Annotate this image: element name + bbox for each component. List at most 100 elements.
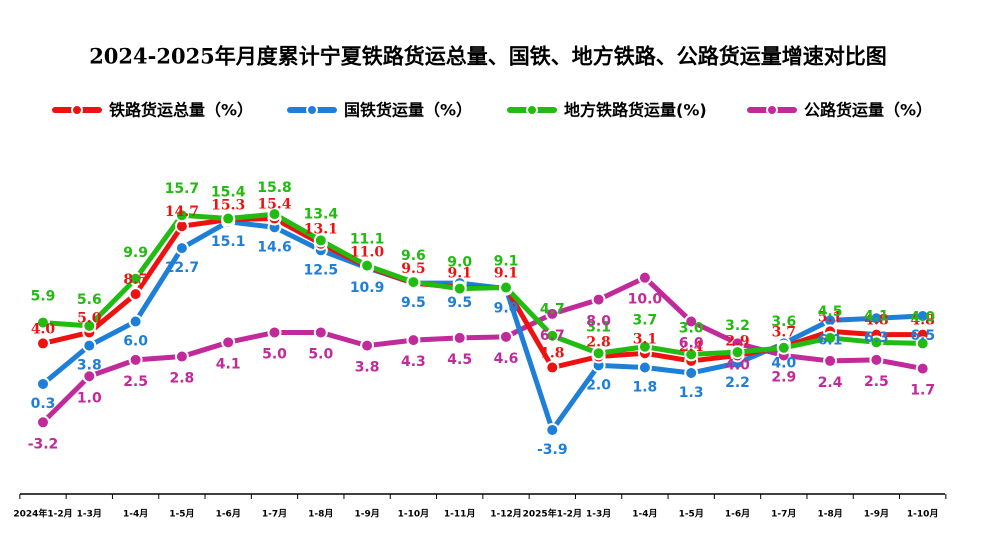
data-label: 2.4 <box>679 339 704 355</box>
x-tick-label: 2024年1-2月 <box>13 508 72 520</box>
point <box>869 335 884 350</box>
data-label: 12.7 <box>165 260 200 276</box>
x-tick-label: 1-12月 <box>490 509 522 520</box>
data-label: 1.0 <box>77 390 102 406</box>
data-label: 12.5 <box>304 262 339 278</box>
data-label: 4.0 <box>771 355 796 371</box>
data-label: 15.3 <box>211 198 245 214</box>
point <box>36 376 50 391</box>
data-label: 14.7 <box>165 204 199 220</box>
data-label: 4.6 <box>494 351 519 367</box>
point <box>545 422 560 437</box>
data-label: 6.7 <box>540 328 565 344</box>
point <box>128 352 143 367</box>
data-label: 3.2 <box>725 318 750 334</box>
data-label: 15.7 <box>165 181 200 197</box>
x-tick-label: 2025年1-2月 <box>523 508 582 520</box>
point <box>869 352 884 367</box>
data-label: 8.5 <box>123 272 147 288</box>
data-label: 4.1 <box>216 356 241 372</box>
data-label: 2.0 <box>586 377 611 393</box>
x-tick-label: 1-6月 <box>725 509 750 520</box>
point <box>684 314 699 329</box>
data-label: 3.8 <box>355 360 380 376</box>
data-label: 2.8 <box>169 371 194 387</box>
data-label: 1.3 <box>679 385 704 401</box>
data-label: 5.6 <box>77 292 102 308</box>
point <box>406 275 421 290</box>
x-tick-label: 1-10月 <box>398 509 430 520</box>
point <box>174 349 189 364</box>
point <box>360 338 375 353</box>
data-label: 0.3 <box>31 396 56 412</box>
point <box>313 233 328 248</box>
point <box>36 415 50 430</box>
data-label: 3.7 <box>772 325 796 341</box>
point <box>360 258 375 273</box>
point <box>637 339 652 354</box>
point <box>545 306 560 321</box>
data-label: 1.8 <box>540 346 564 362</box>
data-label: 5.0 <box>77 310 102 326</box>
data-label: 2.9 <box>725 333 749 349</box>
point <box>267 207 282 222</box>
data-label: 9.1 <box>448 266 472 282</box>
data-label: 6.5 <box>910 328 935 344</box>
x-tick-label: 1-3月 <box>77 509 102 520</box>
point <box>406 333 421 348</box>
point <box>82 338 97 353</box>
data-label: 4.8 <box>864 313 888 329</box>
data-label: 2.5 <box>123 374 148 390</box>
x-tick-label: 1-6月 <box>216 509 241 520</box>
data-label: 2.5 <box>864 374 889 390</box>
point <box>684 365 699 380</box>
x-tick-label: 1-8月 <box>308 509 333 520</box>
data-label: 5.1 <box>818 309 842 325</box>
x-tick-label: 1-9月 <box>864 509 889 520</box>
data-label: 3.0 <box>679 320 704 336</box>
data-label: 15.4 <box>257 197 291 213</box>
point <box>869 311 884 326</box>
data-label: 2.8 <box>586 335 610 351</box>
point <box>128 271 143 286</box>
data-label: 6.1 <box>818 332 843 348</box>
data-label: -3.9 <box>537 442 568 458</box>
legend-label: 铁路货运总量（%） <box>109 101 253 120</box>
data-label: 10.9 <box>350 280 385 296</box>
data-label: 15.1 <box>211 234 246 250</box>
point <box>637 270 652 285</box>
data-label: 9.9 <box>123 245 148 261</box>
point <box>452 330 467 345</box>
point <box>128 287 143 302</box>
point <box>499 329 513 344</box>
legend-marker <box>306 104 318 116</box>
point <box>82 369 97 384</box>
x-tick-label: 1-4月 <box>123 509 148 520</box>
data-label: 3.1 <box>586 319 611 335</box>
data-label: 5.0 <box>308 346 333 362</box>
data-label: 9.0 <box>494 301 519 317</box>
data-label: 5.0 <box>262 346 287 362</box>
point <box>128 314 143 329</box>
series-line <box>41 275 924 425</box>
point <box>82 318 97 333</box>
data-label: 4.3 <box>401 354 426 370</box>
x-tick-label: 1-9月 <box>354 509 379 520</box>
data-label: 9.5 <box>401 261 425 277</box>
data-label: 11.0 <box>350 245 384 261</box>
x-tick-label: 1-7月 <box>262 509 287 520</box>
data-label: 8.0 <box>586 314 611 330</box>
point <box>637 360 652 375</box>
data-label: 1.7 <box>910 383 935 399</box>
point <box>684 347 699 362</box>
data-label: 11.1 <box>350 232 385 248</box>
data-label: 4.1 <box>864 308 889 324</box>
data-label: 5.9 <box>31 289 56 305</box>
point <box>823 330 838 345</box>
point <box>174 208 189 223</box>
point <box>313 325 328 340</box>
legend-label: 地方铁路货运量(%) <box>564 101 707 120</box>
x-tick-label: 1-4月 <box>632 509 657 520</box>
data-label: 9.6 <box>401 248 426 264</box>
